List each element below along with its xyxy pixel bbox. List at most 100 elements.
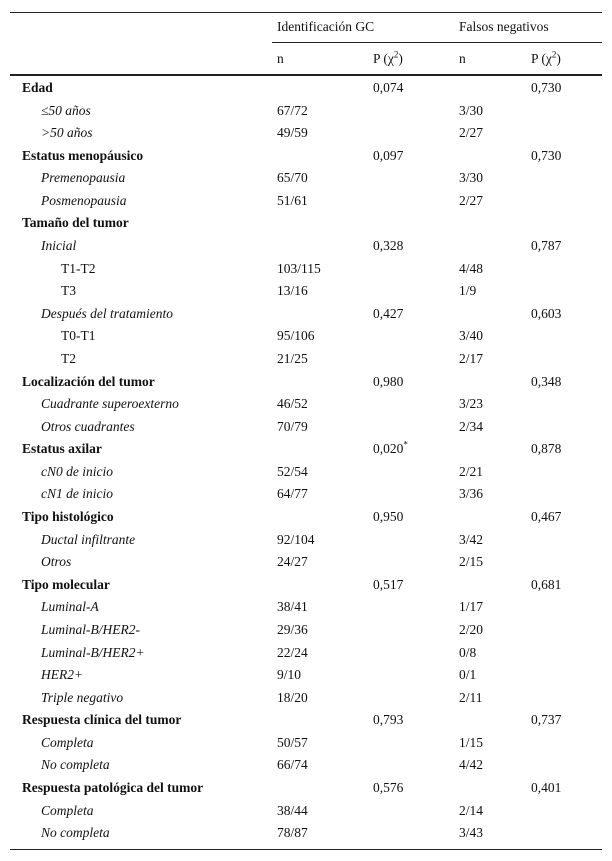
row-label: Completa <box>41 802 94 818</box>
row-label: Después del tratamiento <box>41 305 173 321</box>
header-text: ) <box>398 51 403 66</box>
row-label: Estatus axilar <box>22 441 102 457</box>
cell: 1/17 <box>459 599 484 615</box>
rule <box>10 74 602 76</box>
cell: 52/54 <box>277 463 308 479</box>
cell: 3/43 <box>459 825 484 841</box>
row-label: T1-T2 <box>61 260 96 276</box>
row-label: Edad <box>22 80 53 95</box>
cell: 0,097 <box>373 147 404 163</box>
row-label: Respuesta patológica del tumor <box>22 779 204 795</box>
cell: 0,787 <box>531 238 562 254</box>
cell: 2/34 <box>459 418 484 434</box>
cell: 95/106 <box>277 328 315 344</box>
cell: 3/30 <box>459 102 484 118</box>
row-label: T3 <box>61 283 76 299</box>
row-label: Luminal-A <box>41 599 99 615</box>
cell: 0,517 <box>373 576 404 592</box>
cell: 64/77 <box>277 486 308 502</box>
header-cell: n <box>277 51 284 67</box>
cell: 13/16 <box>277 283 308 299</box>
cell: 2/27 <box>459 192 484 208</box>
cell: 67/72 <box>277 102 308 118</box>
cell: 92/104 <box>277 531 315 547</box>
cell: 0,348 <box>531 373 562 389</box>
row-label: Localización del tumor <box>22 373 155 389</box>
rule <box>10 849 602 850</box>
row-label: Premenopausia <box>41 170 126 186</box>
cell: 0/8 <box>459 644 477 660</box>
cell: 0,401 <box>531 779 562 795</box>
cell: 4/48 <box>459 260 484 276</box>
row-label: Inicial <box>41 238 77 254</box>
row-label: >50 años <box>41 125 93 141</box>
header-text: n <box>277 51 284 66</box>
row-label: No completa <box>41 757 110 773</box>
row-label: Tamaño del tumor <box>22 215 129 231</box>
row-label: Luminal-B/HER2- <box>41 621 140 637</box>
row-label: Estatus menopáusico <box>22 147 144 163</box>
cell: 21/25 <box>277 350 308 366</box>
cell: 3/23 <box>459 396 484 412</box>
cell: 2/15 <box>459 554 484 570</box>
cell: 78/87 <box>277 825 308 841</box>
row-label: T2 <box>61 350 76 366</box>
cell: 0,427 <box>373 305 404 321</box>
row-label: HER2+ <box>41 667 84 683</box>
cell: 0,576 <box>373 779 404 795</box>
row-label: Otros cuadrantes <box>41 418 135 434</box>
cell: 0,737 <box>531 712 562 728</box>
cell: 0,730 <box>531 147 562 163</box>
row-label: Tipo histológico <box>22 509 114 525</box>
row-label: No completa <box>41 825 110 841</box>
cell: 103/115 <box>277 260 321 276</box>
cell: 4/42 <box>459 757 484 773</box>
header-text: n <box>459 51 466 66</box>
cell: 18/20 <box>277 689 308 705</box>
row-label: cN0 de inicio <box>41 463 113 479</box>
rule <box>10 12 602 13</box>
cell: 49/59 <box>277 125 308 141</box>
cell: 2/17 <box>459 350 484 366</box>
cell: 22/24 <box>277 644 308 660</box>
rule <box>272 42 602 43</box>
row-label: Completa <box>41 734 94 750</box>
cell: 24/27 <box>277 554 308 570</box>
row-label: ≤50 años <box>41 102 91 118</box>
footnote-mark: * <box>403 439 408 450</box>
header-group: Falsos negativos <box>459 19 549 34</box>
row-label: cN1 de inicio <box>41 486 113 502</box>
header-text: P (χ <box>373 51 394 66</box>
header-text: ) <box>556 51 561 66</box>
header-group: Identificación GC <box>277 19 375 34</box>
cell: 2/20 <box>459 621 484 637</box>
cell: 0,681 <box>531 576 562 592</box>
header-text: P (χ <box>531 51 552 66</box>
cell: 50/57 <box>277 734 308 750</box>
cell: 0,980 <box>373 373 404 389</box>
cell-text: 0,020 <box>373 441 404 457</box>
row-label: Luminal-B/HER2+ <box>41 644 145 660</box>
cell: 0,603 <box>531 305 562 321</box>
cell: 70/79 <box>277 418 308 434</box>
cell: 51/61 <box>277 192 308 208</box>
cell: 0,878 <box>531 441 562 457</box>
row-label: Otros <box>41 554 72 570</box>
superscript: 2 <box>551 49 557 60</box>
cell: 0,793 <box>373 712 404 728</box>
cell: 0,950 <box>373 509 404 525</box>
row-label: T0-T1 <box>61 328 96 344</box>
cell: 46/52 <box>277 396 308 412</box>
cell: 1/9 <box>459 283 477 299</box>
cell: 0,730 <box>531 80 562 95</box>
header-cell: P (χ2) <box>531 49 561 67</box>
cell: 3/30 <box>459 170 484 186</box>
row-label: Cuadrante superoexterno <box>41 396 179 412</box>
cell: 29/36 <box>277 621 308 637</box>
cell: 3/40 <box>459 328 484 344</box>
cell: 3/36 <box>459 486 484 502</box>
header-cell: n <box>459 51 466 67</box>
cell: 0,020* <box>373 439 408 457</box>
cell: 0/1 <box>459 667 477 683</box>
cell: 2/27 <box>459 125 484 141</box>
